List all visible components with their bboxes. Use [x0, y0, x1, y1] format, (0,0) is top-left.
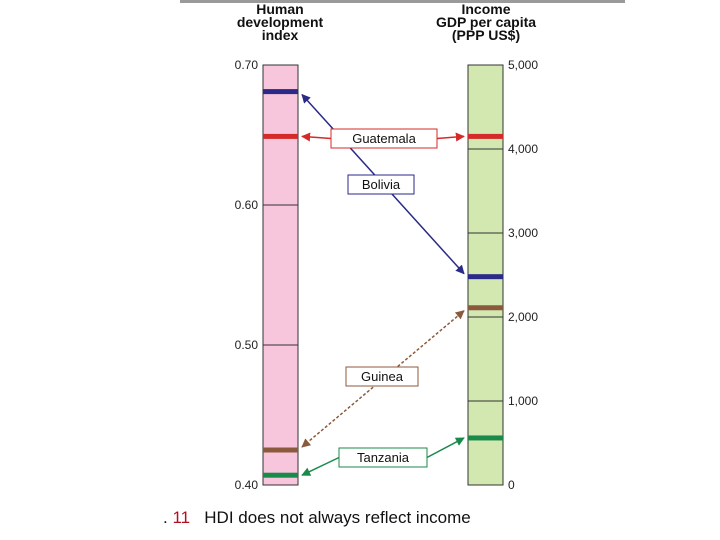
arrow-left-guatemala: [301, 132, 332, 142]
label-bolivia: Bolivia: [362, 177, 401, 192]
left-tick-label: 0.70: [235, 58, 259, 72]
right-tick-label: 0: [508, 478, 515, 492]
right-axis-ticks: 0 1,000 2,000 3,000 4,000 5,000: [468, 58, 538, 492]
label-guinea: Guinea: [361, 369, 404, 384]
right-tick-label: 3,000: [508, 226, 538, 240]
label-tanzania: Tanzania: [357, 450, 410, 465]
left-axis-title-line: index: [262, 27, 299, 43]
hdi-mark-bolivia: [263, 89, 298, 95]
left-tick-label: 0.60: [235, 198, 259, 212]
arrow-left-tanzania: [301, 456, 340, 476]
caption-gap: [190, 508, 204, 527]
country-labels: Guatemala Bolivia Guinea Tanzania: [330, 128, 438, 468]
caption-text: HDI does not always reflect income: [204, 508, 471, 527]
arrow-right-tanzania: [426, 437, 465, 459]
right-axis-title-line: GDP per capita: [436, 14, 536, 30]
income-mark-guinea: [468, 305, 503, 311]
caption-number: 11: [172, 508, 191, 527]
label-box-guinea: [345, 366, 419, 387]
left-axis-ticks: 0.40 0.50 0.60 0.70: [235, 58, 298, 492]
income-mark-bolivia: [468, 274, 503, 280]
right-tick-label: 1,000: [508, 394, 538, 408]
top-border: [180, 0, 625, 3]
left-axis-title-line: development: [237, 14, 324, 30]
country-marks: [263, 89, 503, 478]
left-tick-label: 0.50: [235, 338, 259, 352]
right-axis-title-line: (PPP US$): [452, 27, 520, 43]
hdi-mark-tanzania: [263, 472, 298, 478]
caption-prefix: .: [163, 508, 173, 527]
income-mark-tanzania: [468, 435, 503, 441]
left-axis-title-line: Human: [256, 1, 303, 17]
country-arrows: [301, 93, 465, 476]
left-tick-label: 0.40: [235, 478, 259, 492]
hdi-mark-guatemala: [263, 133, 298, 139]
right-axis-title-line: Income: [461, 1, 510, 17]
label-box-tanzania: [338, 447, 428, 468]
income-mark-guatemala: [468, 133, 503, 139]
label-guatemala: Guatemala: [352, 131, 416, 146]
label-box-bolivia: [347, 174, 415, 195]
arrow-right-guatemala: [436, 132, 465, 142]
right-tick-label: 4,000: [508, 142, 538, 156]
hdi-mark-guinea: [263, 447, 298, 453]
figure-caption: . 11 HDI does not always reflect income: [163, 508, 471, 528]
right-tick-label: 5,000: [508, 58, 538, 72]
label-box-guatemala: [330, 128, 438, 149]
right-tick-label: 2,000: [508, 310, 538, 324]
hdi-scale-bar: [262, 64, 299, 486]
